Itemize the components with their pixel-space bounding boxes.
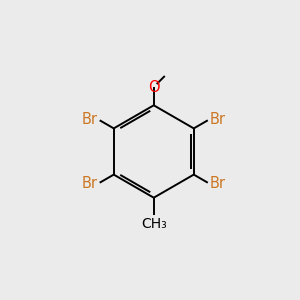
Text: Br: Br [210, 176, 226, 191]
Text: O: O [148, 80, 160, 94]
Text: Br: Br [82, 176, 98, 191]
Text: Br: Br [210, 112, 226, 127]
Text: CH₃: CH₃ [141, 217, 167, 231]
Text: Br: Br [82, 112, 98, 127]
